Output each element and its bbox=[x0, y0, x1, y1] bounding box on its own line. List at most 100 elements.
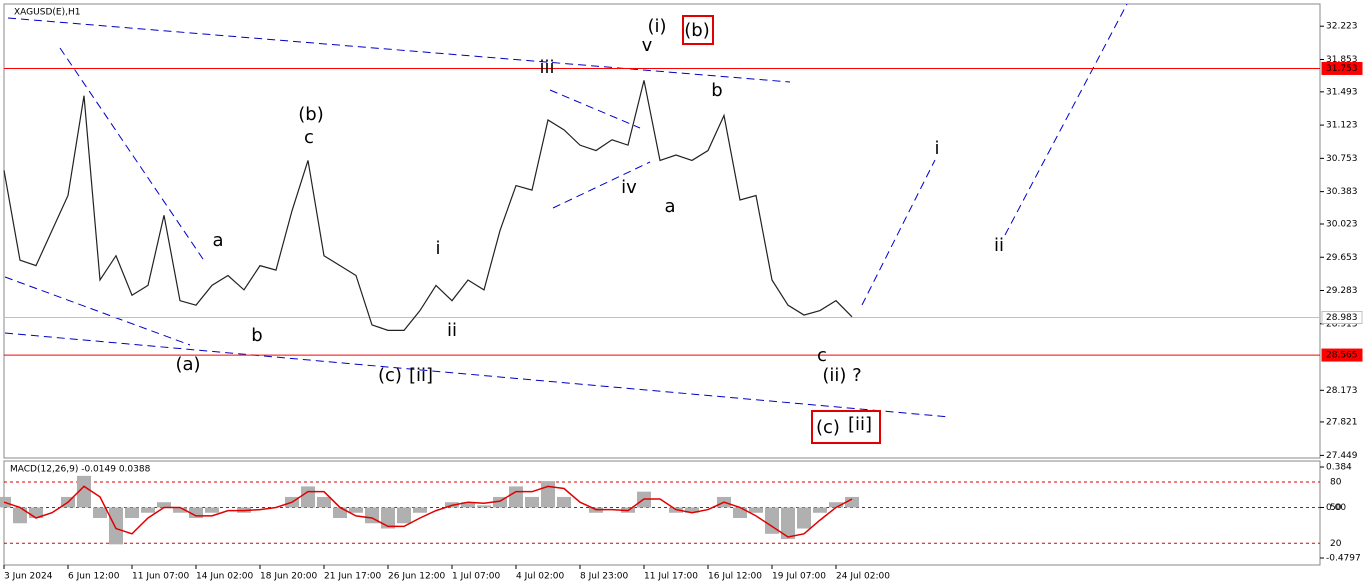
label-box bbox=[682, 15, 714, 45]
wave-label: [ii] bbox=[848, 414, 872, 435]
macd-bar bbox=[413, 507, 427, 513]
wave-label: b bbox=[711, 80, 722, 101]
macd-bar bbox=[509, 486, 523, 508]
wave-label: (b) bbox=[298, 104, 323, 125]
macd-bar bbox=[381, 507, 395, 529]
x-tick-label: 26 Jun 12:00 bbox=[388, 572, 445, 582]
level-label: 80 bbox=[1330, 477, 1342, 487]
level-tag bbox=[1321, 310, 1363, 324]
wave-label: b bbox=[251, 325, 262, 346]
y-tick-label: 30.753 bbox=[1326, 154, 1358, 164]
macd-bar bbox=[141, 507, 155, 513]
wave-label: v bbox=[642, 35, 653, 56]
macd-bar bbox=[845, 496, 859, 508]
macd-bar bbox=[157, 502, 171, 508]
macd-bar bbox=[685, 507, 699, 513]
y-tick-label: 31.493 bbox=[1326, 87, 1358, 97]
macd-bar bbox=[173, 507, 187, 513]
y-tick-label: 28.173 bbox=[1326, 386, 1358, 396]
trendline bbox=[552, 161, 651, 209]
y-tick-label: 29.653 bbox=[1326, 253, 1358, 263]
macd-bar bbox=[525, 496, 539, 508]
wave-label: i bbox=[435, 238, 440, 259]
level-tag bbox=[1321, 61, 1363, 75]
x-tick-label: 4 Jul 02:00 bbox=[516, 572, 565, 582]
level-label: 31.753 bbox=[1326, 64, 1358, 74]
x-tick-label: 6 Jun 12:00 bbox=[68, 572, 120, 582]
wave-label: (a) bbox=[175, 354, 200, 375]
trendline bbox=[549, 89, 641, 129]
x-tick-label: 16 Jul 12:00 bbox=[708, 572, 762, 582]
macd-bar bbox=[397, 507, 411, 524]
macd-bar bbox=[301, 486, 315, 508]
wave-label: iv bbox=[621, 177, 637, 198]
x-tick-label: 21 Jun 17:00 bbox=[324, 572, 381, 582]
macd-bar bbox=[765, 507, 779, 534]
wave-label: (i) bbox=[647, 16, 666, 37]
macd-bar bbox=[557, 496, 571, 508]
x-tick-label: 8 Jul 23:00 bbox=[580, 572, 629, 582]
wave-label: [ii] bbox=[409, 365, 433, 386]
y-tick-label: 31.123 bbox=[1326, 121, 1358, 131]
macd-bar bbox=[493, 496, 507, 508]
trendline bbox=[861, 159, 936, 306]
y-tick-label: 0.00 bbox=[1326, 503, 1346, 513]
x-tick-label: 11 Jun 07:00 bbox=[132, 572, 189, 582]
macd-bar bbox=[77, 475, 91, 508]
y-tick-label: 0.384 bbox=[1326, 463, 1352, 473]
trendlines bbox=[4, 3, 1128, 418]
macd-bar bbox=[29, 507, 43, 519]
x-tick-label: 3 Jun 2024 bbox=[4, 572, 53, 582]
wave-label: (c) bbox=[816, 417, 840, 438]
x-tick-label: 19 Jul 07:00 bbox=[772, 572, 826, 582]
wave-label: (c) bbox=[378, 365, 402, 386]
y-tick-label: 31.853 bbox=[1326, 55, 1358, 65]
wave-label: (b) bbox=[684, 20, 709, 41]
y-tick-label: 28.913 bbox=[1326, 319, 1358, 329]
trendline bbox=[1004, 3, 1128, 236]
main-panel bbox=[3, 3, 1321, 459]
x-tick-label: 1 Jul 07:00 bbox=[452, 572, 501, 582]
y-tick-label: 32.223 bbox=[1326, 22, 1358, 32]
price-line bbox=[3, 80, 853, 331]
trendline bbox=[59, 47, 206, 263]
wave-label: a bbox=[664, 196, 675, 217]
macd-bar bbox=[781, 507, 795, 540]
level-label: 50 bbox=[1330, 503, 1342, 513]
macd-bar bbox=[733, 507, 747, 519]
x-tick-label: 14 Jun 02:00 bbox=[196, 572, 253, 582]
x-tick-label: 11 Jul 17:00 bbox=[644, 572, 698, 582]
y-tick-label: 27.449 bbox=[1326, 451, 1358, 461]
macd-bar bbox=[541, 481, 555, 508]
macd-bar bbox=[317, 496, 331, 508]
wave-label: c bbox=[817, 345, 827, 366]
macd-bar bbox=[93, 507, 107, 519]
macd-bar bbox=[109, 507, 123, 545]
level-label: 28.565 bbox=[1326, 351, 1358, 361]
wave-label: c bbox=[304, 127, 314, 148]
y-tick-label: 27.821 bbox=[1326, 417, 1358, 427]
macd-title: MACD(12,26,9) -0.0149 0.0388 bbox=[10, 465, 151, 475]
y-tick-label: 30.383 bbox=[1326, 187, 1358, 197]
macd-bar bbox=[189, 507, 203, 519]
wave-label: (ii) ? bbox=[822, 365, 861, 386]
macd-panel bbox=[3, 460, 1321, 566]
signal-line bbox=[3, 485, 853, 538]
trendline bbox=[4, 276, 191, 346]
macd-bar bbox=[205, 507, 219, 513]
wave-label: ii bbox=[447, 320, 457, 341]
x-tick-label: 24 Jul 02:00 bbox=[836, 572, 890, 582]
level-label: 20 bbox=[1330, 539, 1342, 549]
trendline bbox=[4, 332, 951, 418]
chart-title: XAGUSD(E),H1 bbox=[14, 8, 80, 18]
macd-bar bbox=[461, 502, 475, 508]
macd-bar bbox=[477, 505, 491, 508]
y-tick-label: -0.4797 bbox=[1326, 554, 1361, 564]
level-label: 28.983 bbox=[1326, 313, 1358, 323]
y-tick-label: 30.023 bbox=[1326, 219, 1358, 229]
label-box bbox=[811, 410, 881, 444]
macd-bar bbox=[797, 507, 811, 529]
wave-label: a bbox=[212, 230, 223, 251]
level-tag bbox=[1321, 348, 1363, 362]
